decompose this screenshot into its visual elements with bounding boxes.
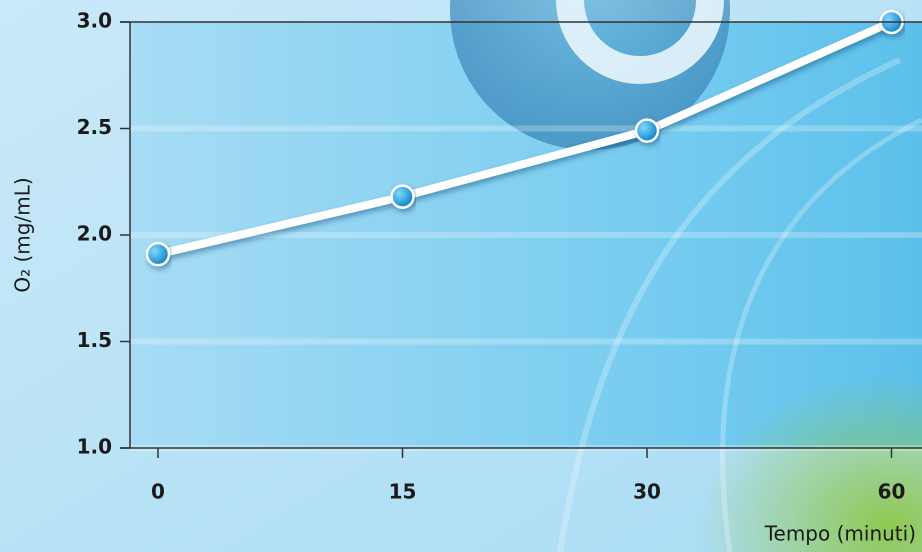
decor-curve [720, 117, 922, 552]
y-tick-label: 2.5 [77, 115, 112, 139]
data-point [634, 118, 660, 143]
y-tick-label: 3.0 [77, 9, 112, 33]
data-point [390, 184, 415, 209]
decor-sphere [450, 0, 730, 150]
decor-glow [600, 300, 922, 552]
decor-ring [556, 0, 724, 84]
y-tick-label: 1.5 [77, 328, 112, 352]
y-axis-title: O₂ (mg/mL) [11, 177, 35, 292]
y-tick-label: 1.0 [77, 435, 112, 459]
y-tick-label: 2.0 [77, 222, 112, 246]
x-axis-title: Tempo (minuti) [764, 522, 916, 546]
data-line [157, 18, 894, 259]
decor-curve [557, 57, 902, 552]
x-tick-label: 0 [151, 480, 165, 504]
x-tick-label: 60 [878, 480, 906, 504]
x-tick-label: 15 [389, 480, 417, 504]
data-point [145, 241, 171, 267]
x-tick-label: 30 [633, 480, 661, 504]
